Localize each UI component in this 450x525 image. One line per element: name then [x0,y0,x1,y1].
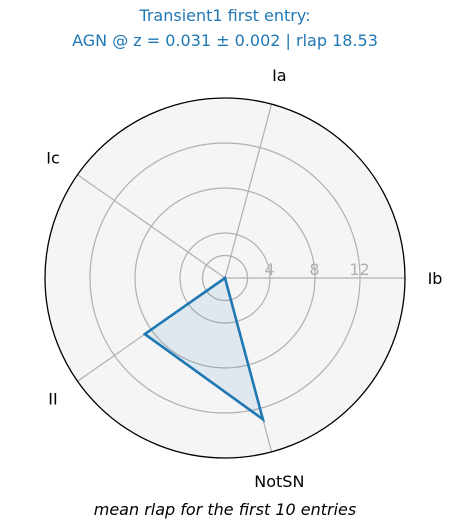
grid-spoke [77,174,226,279]
radial-tick-label: 12 [349,260,369,279]
radial-tick-label: 4 [264,260,274,279]
outer-frame [44,97,406,459]
grid-spoke [224,103,273,279]
chart-title-line2: AGN @ z = 0.031 ± 0.002 | rlap 18.53 [72,31,378,50]
chart-title-line1: Transient1 first entry: [139,6,311,25]
chart-caption: mean rlap for the first 10 entries [93,500,357,519]
category-label: Ia [272,66,287,85]
category-label: II [48,389,57,408]
category-label: NotSN [254,472,304,491]
series-line [142,275,266,423]
radial-tick-label: 8 [309,260,319,279]
category-label: Ic [46,149,60,168]
category-label: Ib [428,269,443,288]
